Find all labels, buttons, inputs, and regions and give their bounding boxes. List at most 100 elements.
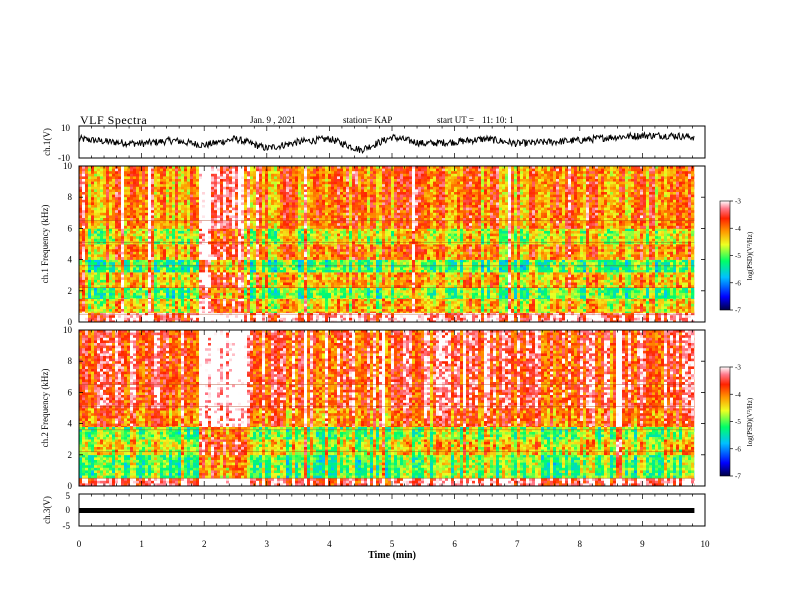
ch1-ytick-top: 10 [61,123,71,133]
spectrogram-cell [91,225,95,229]
spectrogram-cell [127,301,131,305]
spectrogram-cell [241,317,245,321]
spectrogram-cell [310,267,314,271]
spectrogram-cell [169,202,173,206]
spectrogram-cell [271,184,275,188]
spectrogram-cell [157,301,161,305]
spectrogram-cell [142,192,146,195]
spectrogram-cell [214,272,218,275]
spectrogram-cell [184,272,188,275]
spectrogram-cell [88,259,92,263]
spectrogram-cell [127,285,131,288]
spectrogram-cell [127,218,131,221]
spectrogram-cell [142,197,146,201]
spectrogram-cell [112,311,116,313]
spectrogram-cell [292,315,296,319]
spectrogram-cell [100,292,104,296]
spectrogram-cell [94,202,98,206]
spectrogram-cell [298,166,302,169]
spectrogram-cell [247,277,251,281]
spectrogram-cell [97,220,101,224]
spectrogram-cell [208,295,212,299]
spectrogram-cell [268,173,272,177]
spectrogram-cell [253,241,257,245]
spectrogram-cell [268,192,272,195]
spectrogram-cell [100,282,104,286]
spectrogram-cell [160,210,164,214]
spectrogram-cell [292,218,296,221]
spectrogram-cell [304,166,308,169]
spectrogram-cell [112,272,116,275]
spectrogram-cell [103,181,107,185]
spectrogram-cell [232,238,236,242]
spectrogram-cell [160,181,164,185]
spectrogram-cell [139,292,143,296]
spectrogram-cell [109,231,113,234]
spectrogram-cell [190,277,194,281]
spectrogram-cell [247,179,251,182]
spectrogram-cell [301,218,305,221]
spectrogram-cell [79,181,83,185]
spectrogram-cell [88,186,92,190]
spectrogram-cell [166,202,170,206]
spectrogram-cell [280,184,284,188]
spectrogram-cell [121,220,125,224]
spectrogram-cell [286,298,290,299]
spectrogram-cell [298,205,302,208]
spectrogram-cell [103,320,107,323]
spectrogram-cell [112,228,116,232]
spectrogram-cell [220,303,224,307]
spectrogram-cell [220,317,224,321]
spectrogram-cell [148,270,152,273]
spectrogram-cell [85,320,89,323]
spectrogram-cell [250,171,254,175]
spectrogram-cell [148,298,152,302]
spectrogram-cell [304,197,308,201]
spectrogram-cell [202,306,206,310]
spectrogram-cell [94,244,98,247]
spectrogram-cell [100,192,104,195]
spectrogram-cell [286,270,290,273]
spectrogram-cell [289,241,293,245]
spectrogram-cell [145,186,149,190]
spectrogram-cell [250,223,254,227]
spectrogram-cell [205,215,209,219]
spectrogram-cell [214,320,218,323]
spectrogram-cell [235,220,239,224]
spectrogram-cell [187,272,191,275]
spectrogram-cell [205,290,209,294]
spectrogram-cell [112,287,116,291]
spectrogram-cell [166,301,170,305]
spectrogram-cell [190,197,194,201]
spectrogram-cell [151,179,155,182]
spectrogram-cell [166,166,170,169]
spectrogram-cell [283,184,287,188]
spectrogram-cell [151,205,155,208]
spectrogram-cell [304,210,308,214]
spectrogram-cell [217,189,221,193]
spectrogram-cell [250,249,254,253]
spectrogram-cell [199,210,203,214]
spectrogram-cell [247,306,251,310]
spectrogram-cell [232,311,236,313]
spectrogram-cell [121,279,125,283]
spectrogram-cell [271,317,275,321]
spectrogram-cell [253,290,257,294]
spectrogram-cell [307,306,311,310]
spectrogram-cell [223,257,227,260]
spectrogram-cell [250,277,254,281]
spectrogram-cell [211,292,215,296]
spectrogram-cell [253,215,257,219]
spectrogram-cell [235,279,239,283]
spectrogram-cell [301,254,305,258]
spectrogram-cell [172,309,176,312]
spectrogram-cell [193,215,197,219]
spectrogram-cell [247,270,251,273]
spectrogram-cell [208,298,212,302]
spectrogram-cell [277,181,281,185]
spectrogram-cell [169,194,173,198]
spectrogram-cell [250,179,254,182]
spectrogram-cell [271,301,275,305]
spectrogram-cell [223,231,227,234]
spectrogram-cell [205,228,209,232]
